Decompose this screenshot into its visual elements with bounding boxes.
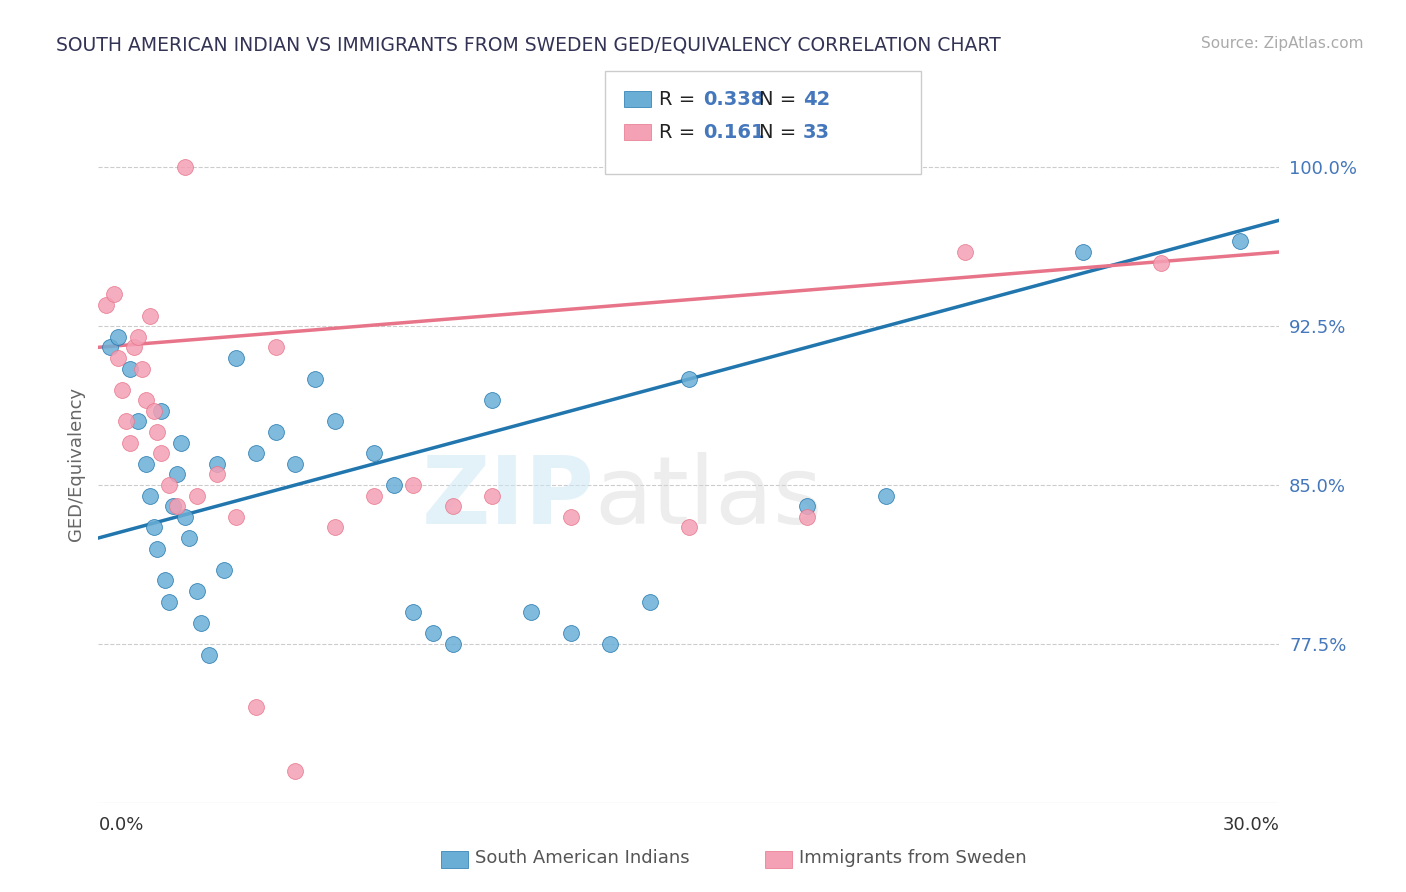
Point [953,244,976,259]
Point [382,478,405,492]
Point [363,446,385,460]
Point [422,626,444,640]
Point [103,287,125,301]
Text: atlas: atlas [595,451,823,544]
Point [166,467,188,482]
Text: Immigrants from Sweden: Immigrants from Sweden [799,849,1026,867]
Point [150,404,173,418]
Point [678,372,700,386]
Point [146,425,169,439]
Point [520,605,543,619]
Point [142,404,165,418]
Point [441,637,464,651]
Point [190,615,212,630]
Point [245,446,267,460]
Point [135,457,157,471]
Point [174,509,197,524]
Point [150,446,173,460]
Point [402,478,425,492]
Text: R =: R = [659,122,709,142]
Point [875,489,897,503]
Point [225,509,247,524]
Point [638,594,661,608]
Point [323,414,346,428]
Point [363,489,385,503]
Text: 30.0%: 30.0% [1223,816,1279,834]
Text: South American Indians: South American Indians [475,849,690,867]
Point [107,329,129,343]
Point [127,329,149,343]
Point [186,489,208,503]
Point [1150,255,1173,269]
Point [115,414,138,428]
Text: 0.338: 0.338 [703,89,765,109]
Point [157,478,180,492]
Point [138,309,160,323]
Point [138,489,160,503]
Text: R =: R = [659,89,702,109]
Text: SOUTH AMERICAN INDIAN VS IMMIGRANTS FROM SWEDEN GED/EQUIVALENCY CORRELATION CHAR: SOUTH AMERICAN INDIAN VS IMMIGRANTS FROM… [56,36,1001,54]
Text: 42: 42 [803,89,830,109]
Point [98,340,121,354]
Point [796,499,818,513]
Point [170,435,193,450]
Point [118,435,141,450]
Point [177,531,200,545]
Point [599,637,621,651]
Point [284,764,307,778]
Point [1229,235,1251,249]
Point [264,425,287,439]
Y-axis label: GED/Equivalency: GED/Equivalency [66,387,84,541]
Point [142,520,165,534]
Point [186,583,208,598]
Point [127,414,149,428]
Point [481,393,503,408]
Point [560,626,582,640]
Point [678,520,700,534]
Point [174,160,197,174]
Point [166,499,188,513]
Point [481,489,503,503]
Text: 0.0%: 0.0% [98,816,143,834]
Point [131,361,153,376]
Text: Source: ZipAtlas.com: Source: ZipAtlas.com [1201,36,1364,51]
Point [304,372,326,386]
Text: ZIP: ZIP [422,451,595,544]
Text: N =: N = [759,122,803,142]
Point [402,605,425,619]
Point [205,457,228,471]
Point [107,351,129,365]
Point [225,351,247,365]
Point [245,700,267,714]
Point [96,298,118,312]
Text: N =: N = [759,89,803,109]
Point [560,509,582,524]
Point [135,393,157,408]
Point [1071,244,1094,259]
Point [323,520,346,534]
Point [155,574,177,588]
Point [162,499,184,513]
Point [796,509,818,524]
Point [441,499,464,513]
Point [111,383,134,397]
Text: 33: 33 [803,122,830,142]
Point [146,541,169,556]
Point [118,361,141,376]
Point [122,340,145,354]
Point [197,648,219,662]
Text: 0.161: 0.161 [703,122,765,142]
Point [264,340,287,354]
Point [284,457,307,471]
Point [205,467,228,482]
Point [157,594,180,608]
Point [214,563,236,577]
